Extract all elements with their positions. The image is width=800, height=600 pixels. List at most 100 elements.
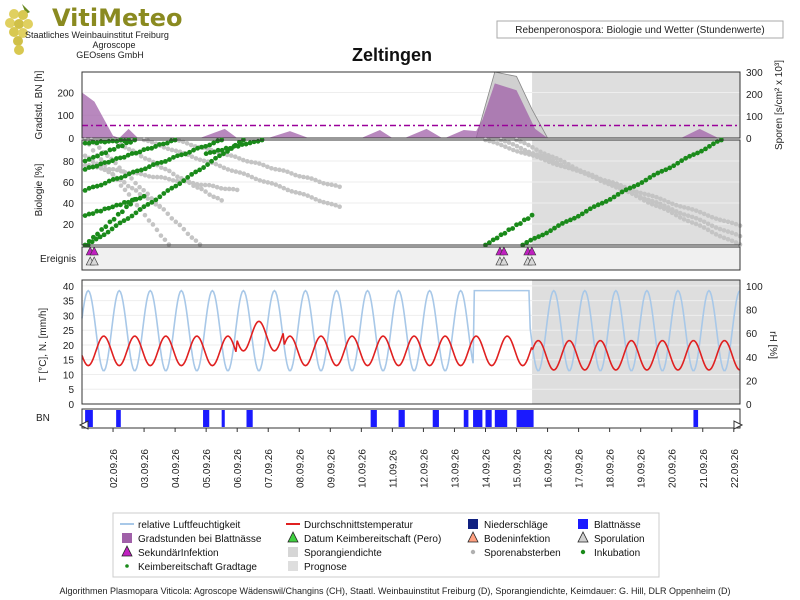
sporenabsterben-dot bbox=[137, 184, 142, 190]
sporenabsterben-dot bbox=[713, 216, 719, 221]
inkubation-dot bbox=[695, 150, 700, 156]
sporenabsterben-dot bbox=[125, 183, 131, 189]
scroll-right-icon bbox=[733, 420, 744, 430]
sporenabsterben-dot bbox=[159, 165, 164, 170]
axes-labels: 0100200010020030020406080051015202530354… bbox=[57, 68, 763, 411]
sporenabsterben-dot bbox=[554, 160, 560, 165]
sporenabsterben-dot bbox=[175, 174, 180, 180]
sporenabsterben-dot bbox=[634, 189, 639, 195]
sporenabsterben-dot bbox=[530, 151, 536, 156]
sporenabsterben-dot bbox=[195, 185, 200, 190]
sporenabsterben-dot bbox=[165, 211, 171, 217]
sporenabsterben-dot bbox=[229, 168, 235, 173]
institution-2: Agroscope bbox=[92, 40, 135, 50]
sporenabsterben-dot bbox=[534, 152, 540, 157]
sporenabsterben-dot bbox=[102, 166, 108, 172]
inkubation-dot bbox=[659, 168, 665, 174]
inkubation-dot bbox=[110, 204, 116, 210]
inkubation-dot bbox=[215, 138, 221, 144]
date-axis: 02.09.26 03.09.26 04.09.26 05.09.26 06.09.26… bbox=[78, 420, 744, 488]
inkubation-dot bbox=[101, 232, 107, 238]
inkubation-dot bbox=[203, 151, 209, 157]
sporenabsterben-dot bbox=[253, 176, 259, 182]
legend-label: Sporangiendichte bbox=[304, 548, 382, 559]
sporenabsterben-dot bbox=[133, 180, 138, 186]
y-tick-label: 25 bbox=[63, 326, 75, 337]
sporenabsterben-dot bbox=[154, 227, 160, 233]
sporenabsterben-dot bbox=[689, 207, 695, 212]
inkubation-dot bbox=[165, 188, 171, 193]
sporenabsterben-dot bbox=[281, 168, 286, 173]
inkubation-dot bbox=[173, 183, 179, 189]
sporenabsterben-dot bbox=[199, 186, 204, 192]
sporenabsterben-dot bbox=[184, 141, 190, 146]
inkubation-dot bbox=[651, 172, 657, 178]
sporenabsterben-dot bbox=[669, 207, 675, 212]
sporenabsterben-dot bbox=[137, 191, 143, 197]
sporenabsterben-dot bbox=[181, 226, 187, 232]
inkubation-dot bbox=[211, 140, 217, 146]
inkubation-dot bbox=[197, 167, 203, 173]
legend-box bbox=[112, 512, 660, 578]
sporenabsterben-dot bbox=[201, 158, 207, 164]
inkubation-dot bbox=[502, 230, 508, 236]
sporenabsterben-dot bbox=[170, 178, 176, 183]
inkubation-dot bbox=[82, 140, 88, 146]
inkubation-dot bbox=[122, 199, 127, 205]
blattnaesse-block bbox=[370, 410, 377, 427]
inkubation-dot bbox=[215, 147, 221, 153]
y-tick-label: 0 bbox=[68, 134, 74, 145]
inkubation-dot bbox=[171, 154, 176, 160]
inkubation-dot bbox=[153, 197, 159, 203]
sporenabsterben-dot bbox=[495, 141, 500, 146]
gradstunden-panel bbox=[81, 71, 741, 139]
blattnaesse-block bbox=[398, 410, 405, 427]
institution-1: Staatliches Weinbauinstitut Freiburg bbox=[25, 30, 169, 40]
sporenabsterben-dot bbox=[203, 189, 208, 194]
inkubation-dot bbox=[129, 197, 135, 203]
sporenabsterben-dot bbox=[721, 228, 727, 233]
inkubation-dot bbox=[544, 230, 549, 236]
sporenabsterben-dot bbox=[232, 154, 238, 160]
y-tick-label: 100 bbox=[57, 111, 74, 122]
inkubation-dot bbox=[102, 206, 108, 212]
inkubation-dot bbox=[150, 162, 156, 168]
inkubation-dot bbox=[591, 204, 597, 209]
sporenabsterben-dot bbox=[705, 227, 711, 233]
inkubation-dot bbox=[203, 143, 209, 149]
sporenabsterben-dot bbox=[129, 176, 134, 181]
sporenabsterben-dot bbox=[210, 183, 216, 189]
inkubation-dot bbox=[145, 202, 151, 207]
sporenabsterben-dot bbox=[224, 152, 230, 158]
blattnaesse-block bbox=[221, 410, 225, 427]
inkubation-dot bbox=[175, 153, 180, 159]
blattnaesse-block bbox=[485, 410, 492, 427]
inkubation-dot bbox=[235, 143, 241, 149]
chart-title: Zeltingen bbox=[352, 45, 432, 65]
inkubation-dot bbox=[124, 204, 129, 210]
blattnaesse-block bbox=[246, 410, 253, 427]
inkubation-dot bbox=[142, 166, 148, 172]
inkubation-dot bbox=[179, 152, 184, 158]
inkubation-dot bbox=[639, 180, 645, 185]
inkubation-dot bbox=[571, 215, 577, 221]
sporenabsterben-dot bbox=[649, 201, 655, 207]
x-tick-label: 19.09.26 bbox=[637, 449, 648, 488]
inkubation-dot bbox=[213, 155, 218, 161]
legend-label: Keimbereitschaft Gradtage bbox=[138, 562, 257, 573]
inkubation-dot bbox=[699, 148, 704, 154]
legend-swatch bbox=[288, 547, 298, 557]
legend-label: Sporenabsterben bbox=[484, 548, 561, 559]
legend-label: Bodeninfektion bbox=[484, 534, 550, 545]
sporenabsterben-dot bbox=[337, 184, 342, 190]
sporenabsterben-dot bbox=[522, 140, 527, 146]
sporenabsterben-dot bbox=[701, 225, 707, 230]
x-tick-label: 22.09.26 bbox=[730, 449, 741, 488]
inkubation-dot bbox=[122, 173, 128, 179]
inkubation-dot bbox=[86, 211, 92, 217]
inkubation-dot bbox=[111, 216, 117, 222]
sporenabsterben-dot bbox=[273, 166, 278, 172]
sporenabsterben-dot bbox=[729, 238, 735, 244]
x-tick-label: 16.09.26 bbox=[544, 449, 555, 488]
sporenabsterben-dot bbox=[189, 154, 195, 159]
